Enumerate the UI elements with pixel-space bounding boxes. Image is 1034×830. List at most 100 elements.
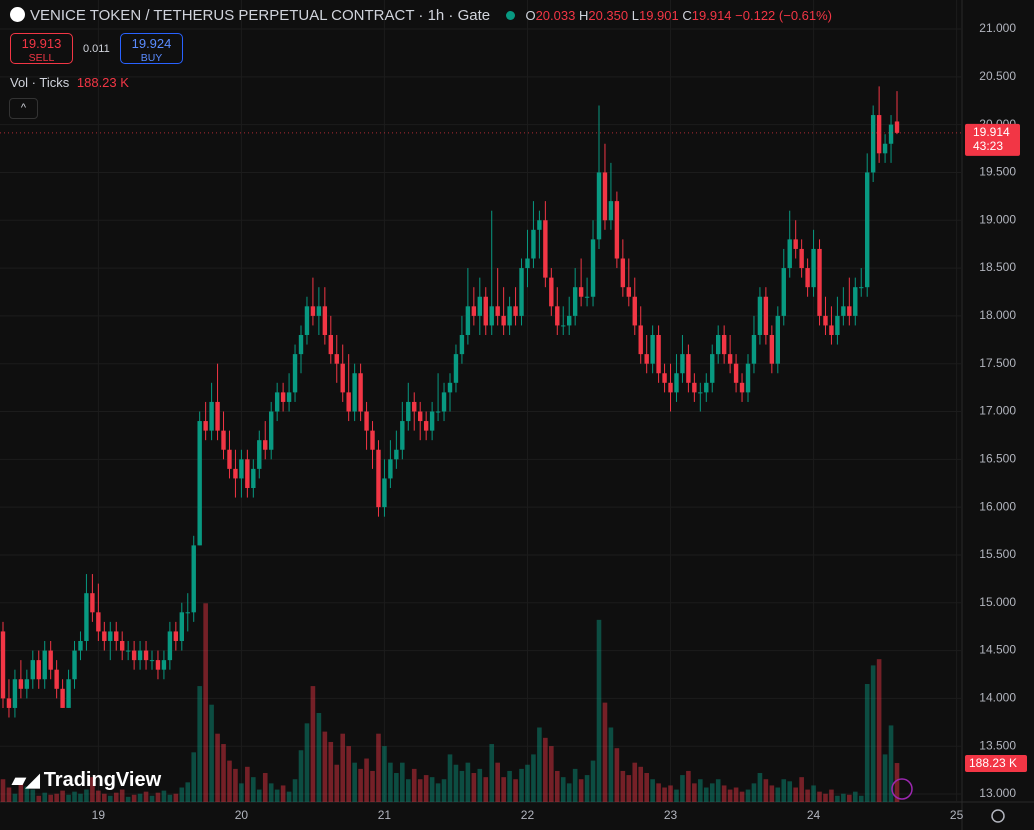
candle-body [751,335,757,364]
volume-bar [78,793,83,802]
header: VENICE TOKEN / TETHERUS PERPETUAL CONTRA… [10,7,832,24]
volume-bar [519,768,524,802]
volume-bar [131,794,137,802]
candle-body [614,201,620,259]
collapse-button[interactable]: ^ [9,98,38,119]
candle-body [227,449,232,469]
volume-title: Vol · Ticks [10,75,70,90]
volume-bar [680,775,685,802]
candle-body [561,325,566,327]
volume-legend: Vol · Ticks 188.23 K [10,75,129,90]
brand: ▰◢ TradingView [12,769,161,792]
candle-body [257,440,262,469]
y-tick-label: 14.000 [979,691,1016,705]
candle-body [370,430,375,450]
volume-bar [543,737,548,802]
volume-bar [36,795,42,802]
candle-body [406,401,411,422]
candle-body [638,325,643,355]
volume-bar [48,794,53,802]
candle-body [42,650,47,680]
volume-bar [84,789,89,802]
volume-bar [12,793,18,802]
candle-body [495,306,500,316]
volume-bar [554,770,560,802]
candle-body [549,277,554,307]
volume-bar [113,792,119,802]
y-tick-label: 19.500 [979,165,1016,179]
volume-bar [328,741,334,802]
volume-bar [376,733,381,802]
volume-bar [751,783,757,802]
volume-bar [429,777,435,802]
candle-body [775,315,780,364]
y-tick-label: 18.000 [979,308,1016,322]
candle-body [96,612,101,632]
sell-button[interactable]: 19.913 SELL [10,33,73,64]
candle-body [555,306,560,326]
volume-bar [882,754,888,802]
volume-bar [715,779,721,802]
volume-bar [245,766,250,802]
candle-body [870,115,876,173]
volume-bar [66,794,71,802]
volume-bar [304,723,310,802]
volume-bar [793,787,798,802]
volume-bar [721,785,727,802]
volume-bar [96,790,101,802]
lightning-button [891,778,913,800]
candle-body [894,121,900,133]
candle-body [680,354,685,374]
candle-body [48,650,53,670]
candle-body [161,660,167,670]
volume-bar [322,731,328,802]
volume-bar [656,783,661,802]
volume-bar [781,779,787,802]
candle-body [30,660,35,680]
candle-body [572,287,578,316]
candle-body [364,411,369,431]
candle-body [656,335,661,374]
candle-body [197,421,202,546]
candle-body [251,468,256,488]
volume-bar [72,791,77,802]
candle-body [662,373,667,383]
brand-logo: ▰◢ [12,770,40,790]
volume-bar [239,783,244,802]
volume-tag: 188.23 K [969,756,1017,770]
volume-bar [739,791,745,802]
candle-body [453,354,459,383]
volume-bar [340,733,346,802]
volume-bar [483,777,489,802]
volume-bar [525,764,530,802]
volume-bar [251,777,256,802]
y-tick-label: 13.000 [979,786,1016,800]
candle-body [465,306,471,335]
candle-body [274,392,280,412]
buy-button[interactable]: 19.924 BUY [120,33,183,64]
brand-name: TradingView [43,769,162,791]
volume-bar [745,789,751,802]
candle-body [137,650,143,661]
candle-body [477,296,482,316]
volume-bar [125,796,131,802]
candle-body [298,335,304,355]
volume-bar [847,794,852,802]
volume-bar [316,712,322,802]
volume-bar [18,783,24,802]
volume-bar [757,773,763,802]
candle-body [209,401,214,431]
volume-bar [668,785,673,802]
settings-icon [991,809,1005,823]
volume-bar [310,686,316,802]
candle-body [841,306,846,316]
volume-bar [24,786,30,802]
volume-bar [799,777,804,802]
candle-body [84,593,89,641]
y-tick-label: 14.500 [979,643,1016,657]
volume-bar [465,762,471,802]
candle-body [644,354,649,364]
candle-body [507,306,512,326]
candle-body [215,401,220,431]
